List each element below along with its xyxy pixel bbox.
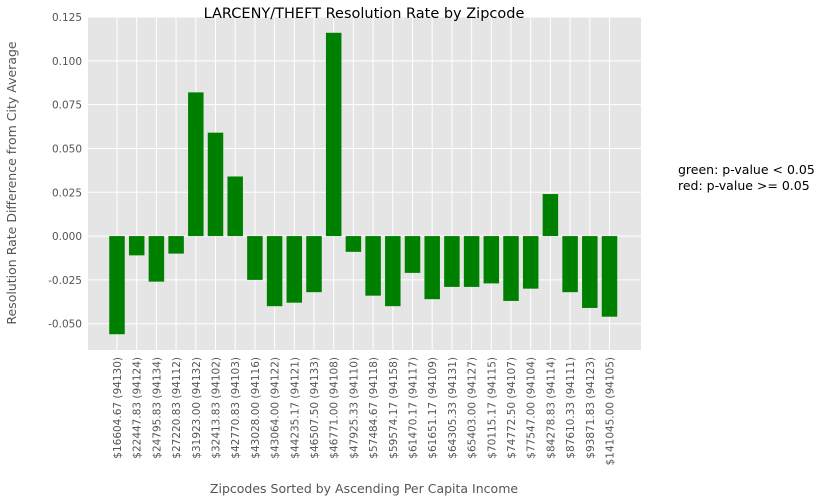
x-tick-label: $27220.83 (94112) [171,357,183,459]
bar [601,236,618,317]
x-tick-label: $74772.50 (94107) [506,357,518,459]
bar [522,236,539,289]
y-tick-label: 0.000 [52,231,82,243]
bar [542,194,559,237]
x-tick-label: $44235.17 (94121) [289,357,301,459]
y-axis-label: Resolution Rate Difference from City Ave… [4,41,19,325]
bar [483,236,500,284]
legend-note-red: red: p-value >= 0.05 [678,178,810,193]
chart-title: LARCENY/THEFT Resolution Rate by Zipcode [204,6,525,22]
x-tick-label: $84278.83 (94114) [545,357,557,459]
x-axis-label: Zipcodes Sorted by Ascending Per Capita … [210,481,518,496]
x-tick-label: $87610.33 (94111) [565,357,577,459]
bar [463,236,480,287]
x-tick-label: $31923.00 (94132) [191,357,203,459]
bar [424,236,440,300]
plot-background [88,17,641,350]
bar [306,236,322,293]
y-tick-label: 0.050 [52,143,82,155]
x-tick-label: $61651.17 (94109) [427,357,439,459]
bar [227,176,243,237]
x-tick-label: $57484.67 (94118) [368,357,380,459]
x-tick-label: $46507.50 (94133) [309,357,321,459]
bar [562,236,578,293]
legend-note-green: green: p-value < 0.05 [678,162,815,177]
x-tick-label: $77547.00 (94104) [526,357,538,459]
x-tick-label: $70115.17 (94115) [486,357,498,459]
x-tick-label: $32413.83 (94102) [211,357,223,459]
bar [345,236,362,252]
x-tick-label: $65403.00 (94127) [467,357,479,459]
bars-group [109,32,618,335]
bar [148,236,165,282]
y-tick-label: 0.125 [52,12,82,24]
bar [385,236,401,307]
bar [188,92,204,237]
x-tick-label: $42770.83 (94103) [230,357,242,459]
x-tick-label: $141045.00 (94105) [605,357,617,465]
bar [247,236,263,280]
bar [444,236,460,287]
bar [128,236,145,256]
y-tick-labels: -0.050 -0.025 0.000 0.025 0.050 0.075 0.100 0.1… [48,12,82,331]
bar [325,32,342,237]
bar [207,132,224,237]
x-tick-labels: $16604.67 (94130) $22447.83 (94124) $24795… [112,357,617,465]
x-tick-label: $22447.83 (94124) [132,357,144,459]
x-tick-label: $47925.33 (94110) [348,357,360,459]
y-tick-label: 0.075 [52,100,82,112]
bar [109,236,125,335]
bar [582,236,598,308]
x-tick-label: $61470.17 (94117) [408,357,420,459]
bar [266,236,283,307]
x-tick-label: $24795.83 (94134) [151,357,163,459]
x-tick-label: $46771.00 (94108) [329,357,341,459]
x-tick-label: $16604.67 (94130) [112,357,124,459]
bar [168,236,184,254]
bar [365,236,381,296]
y-tick-label: -0.050 [48,319,82,331]
y-tick-label: -0.025 [48,275,82,287]
p-value-legend-note: green: p-value < 0.05 red: p-value >= 0.… [678,162,815,194]
bar [503,236,519,301]
x-tick-label: $59574.17 (94158) [388,357,400,459]
y-tick-label: 0.100 [52,56,82,68]
bar [404,236,421,273]
x-tick-label: $64305.33 (94131) [447,357,459,459]
x-tick-label: $43064.00 (94122) [270,357,282,459]
x-tick-label: $93871.83 (94123) [585,357,597,459]
y-tick-label: 0.025 [52,187,82,199]
bar [286,236,303,303]
x-tick-label: $43028.00 (94116) [250,357,262,459]
